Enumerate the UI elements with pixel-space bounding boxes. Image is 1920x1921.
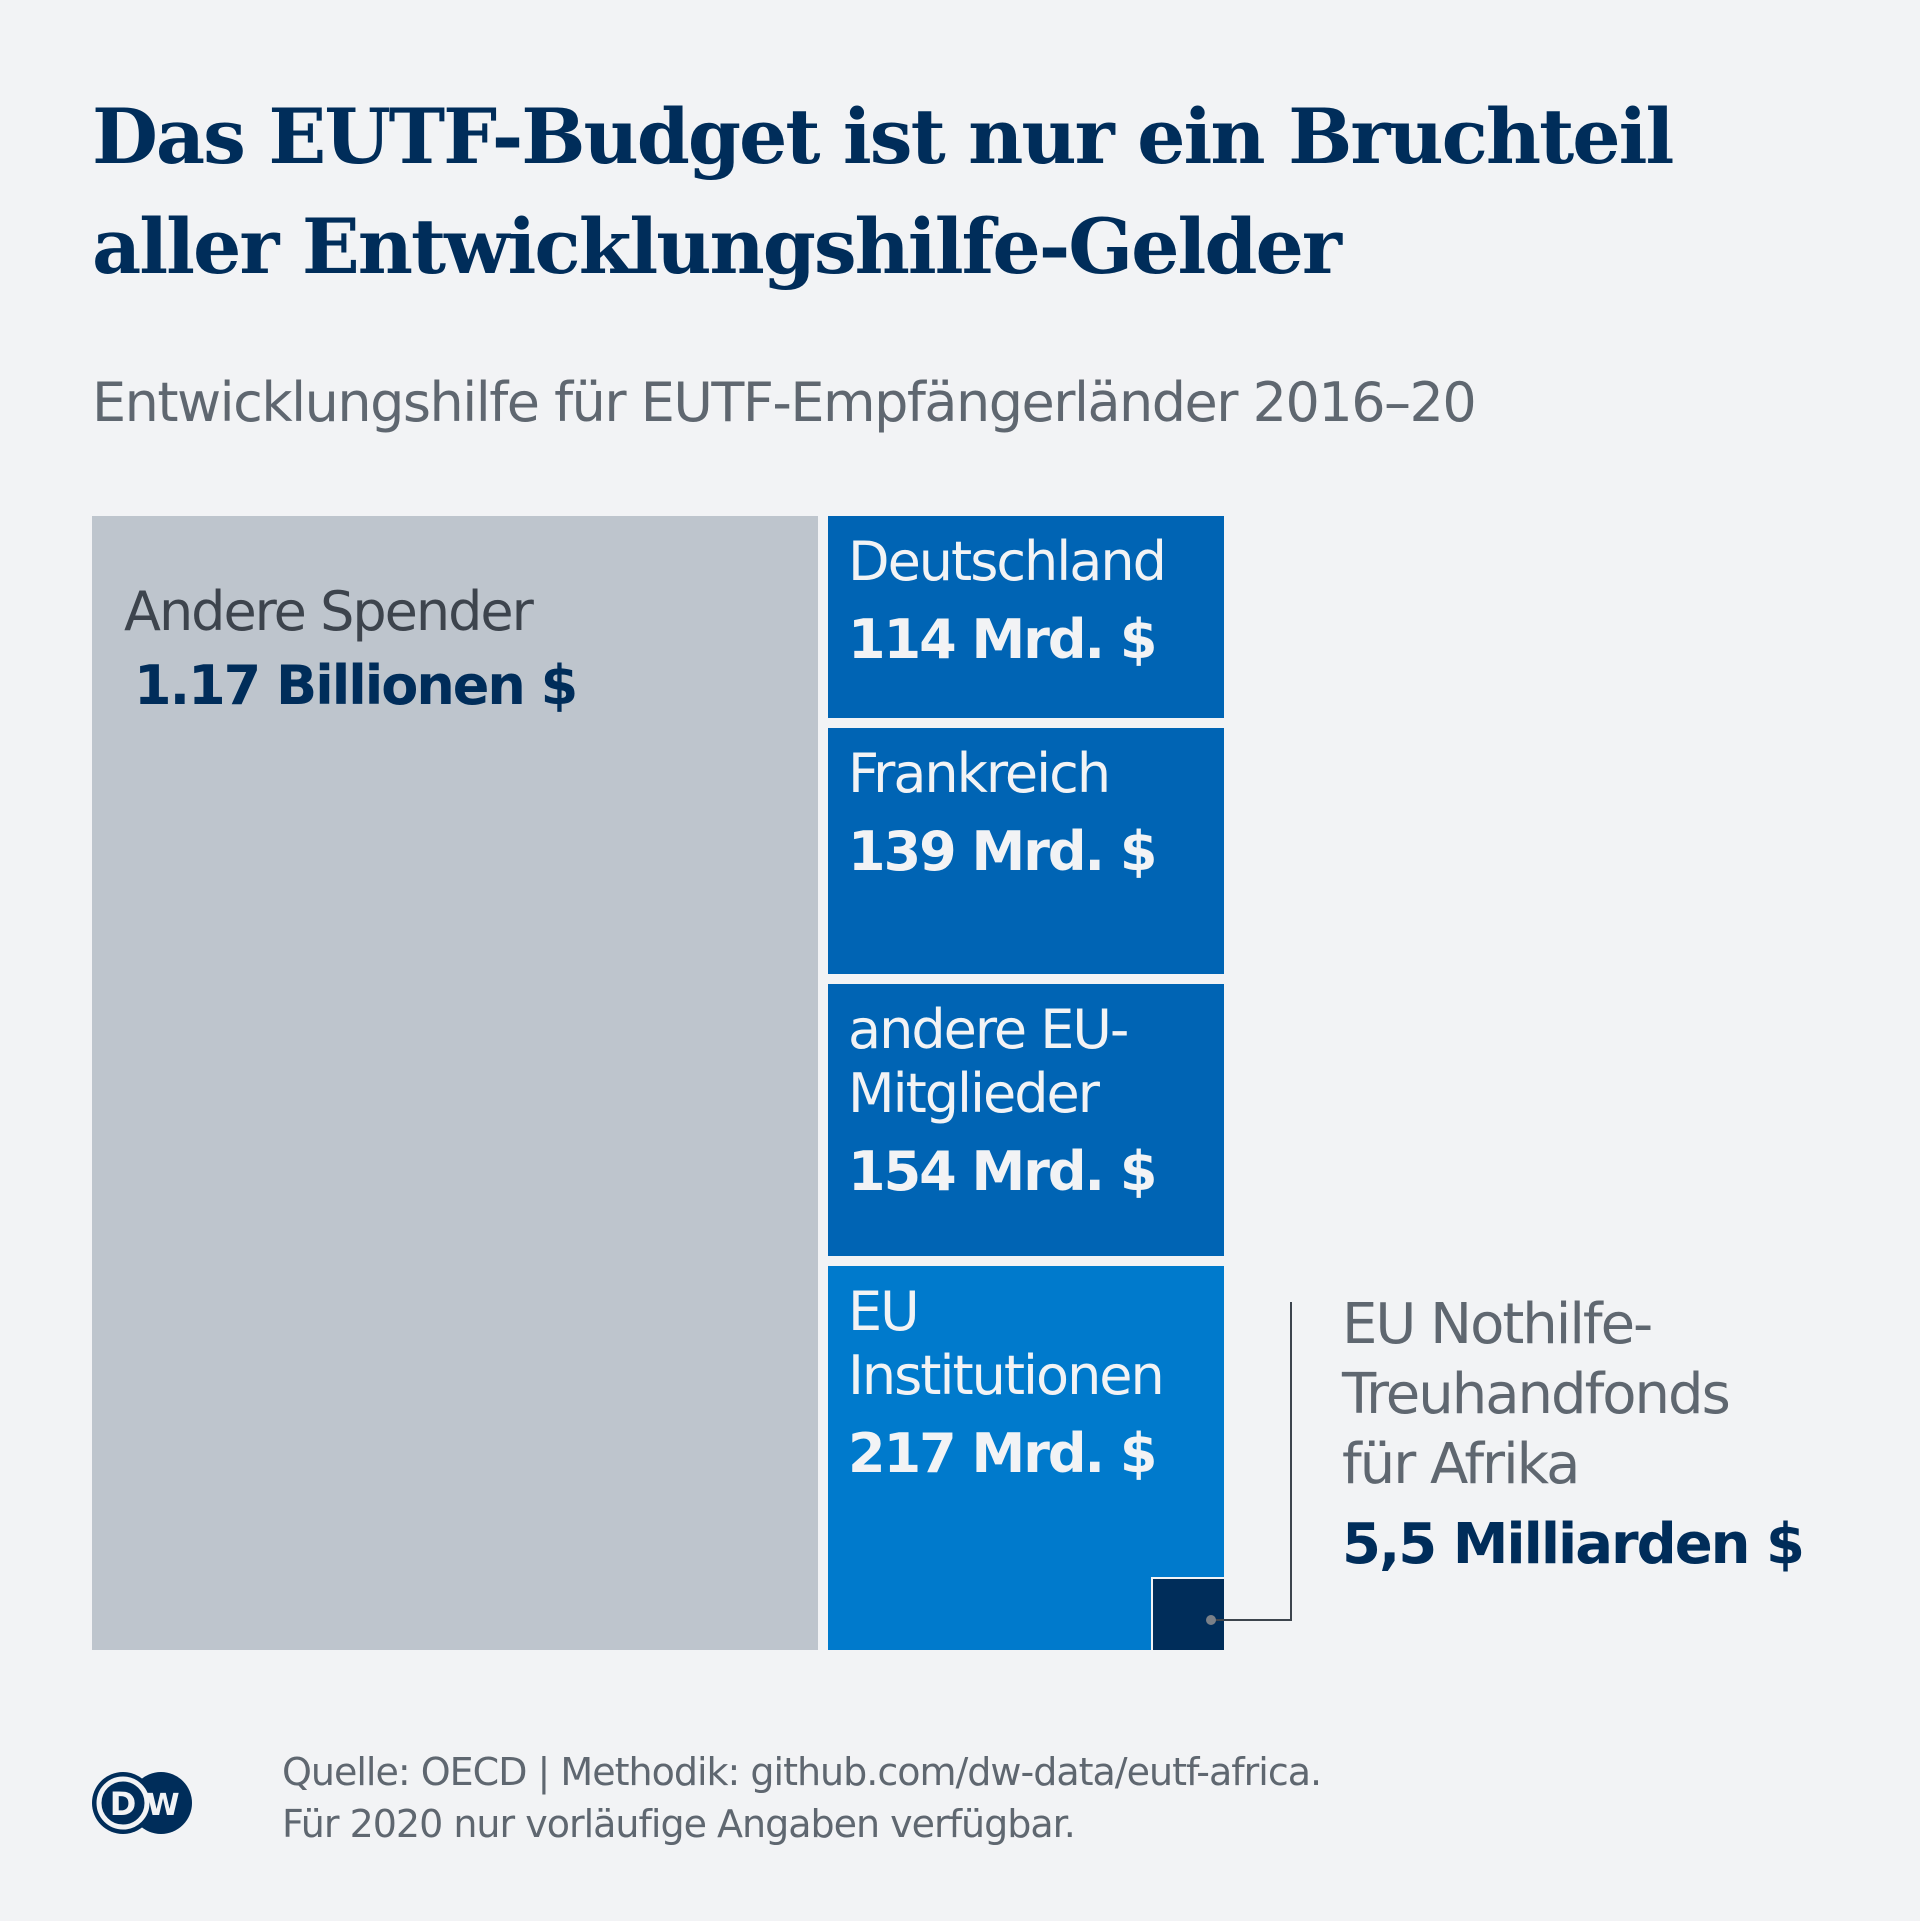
source-line-2: Für 2020 nur vorläufige Angaben verfügba… [282,1802,1076,1846]
source-line-1: Quelle: OECD | Methodik: github.com/dw-d… [282,1750,1322,1794]
block-label: EU Institutionen 217 Mrd. $ [848,1280,1220,1486]
chart-subtitle: Entwicklungshilfe für EUTF-Empfängerländ… [92,371,1477,434]
title-line-1: Das EUTF-Budget ist nur ein Bruchteil [92,92,1674,181]
block-name: Frankreich [848,742,1111,805]
block-name: Deutschland [848,530,1167,593]
block-label: andere EU- Mitglieder 154 Mrd. $ [848,998,1220,1204]
block-value: 1.17 Billionen $ [134,654,578,717]
block-name: EU Institutionen [848,1280,1165,1407]
block-label: Frankreich 139 Mrd. $ [848,742,1220,884]
svg-text:D: D [110,1785,137,1823]
block-value: 217 Mrd. $ [848,1422,1157,1485]
title-line-2: aller Entwicklungshilfe-Gelder [92,202,1342,291]
block-label: Deutschland 114 Mrd. $ [848,530,1220,672]
chart-title: Das EUTF-Budget ist nur ein Bruchteil al… [92,82,1852,302]
dw-logo: D W [88,1768,198,1842]
treemap-block-deutschland: Deutschland 114 Mrd. $ [828,516,1224,718]
eutf-value: 5,5 Milliarden $ [1342,1512,1805,1577]
block-value: 114 Mrd. $ [848,608,1157,671]
source-note: Quelle: OECD | Methodik: github.com/dw-d… [282,1746,1322,1850]
treemap-block-eutf [1151,1577,1224,1650]
treemap-block-frankreich: Frankreich 139 Mrd. $ [828,728,1224,974]
block-value: 154 Mrd. $ [848,1140,1157,1203]
eutf-name: EU Nothilfe- Treuhandfonds für Afrika [1342,1292,1731,1497]
treemap-block-andere-eu-mitglieder: andere EU- Mitglieder 154 Mrd. $ [828,984,1224,1256]
treemap-block-andere-spender: Andere Spender 1.17 Billionen $ [92,516,818,1650]
block-name: andere EU- Mitglieder [848,998,1129,1125]
eutf-annotation: EU Nothilfe- Treuhandfonds für Afrika 5,… [1342,1290,1805,1580]
block-name: Andere Spender [124,580,534,643]
block-label: Andere Spender 1.17 Billionen $ [124,580,814,718]
block-value: 139 Mrd. $ [848,820,1157,883]
svg-text:W: W [146,1788,179,1823]
